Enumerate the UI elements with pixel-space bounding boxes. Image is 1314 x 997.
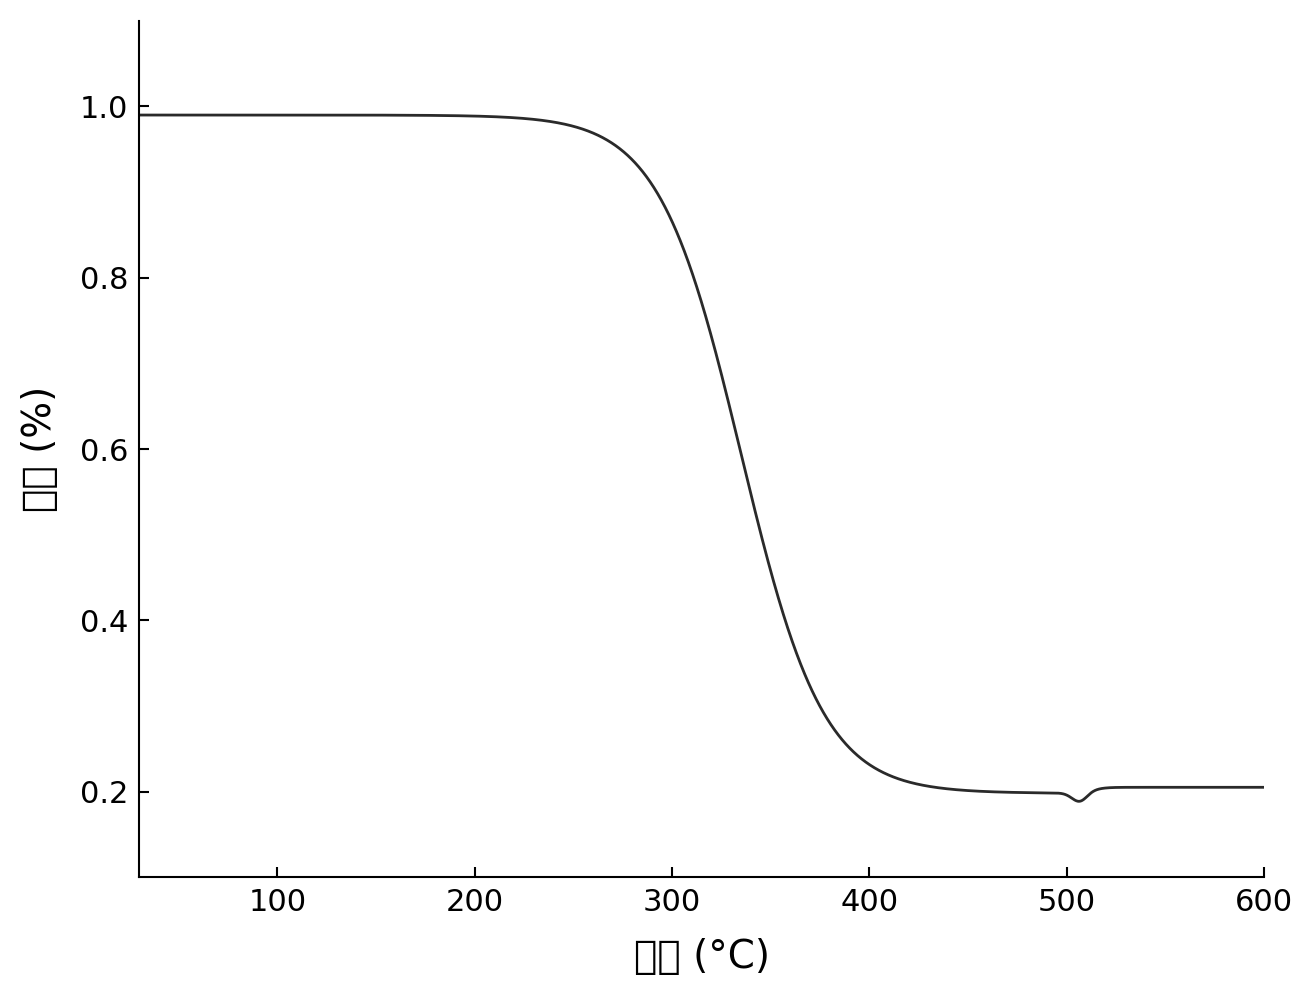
Y-axis label: 失重 (%): 失重 (%) <box>21 386 59 512</box>
X-axis label: 温度 (°C): 温度 (°C) <box>633 938 770 976</box>
